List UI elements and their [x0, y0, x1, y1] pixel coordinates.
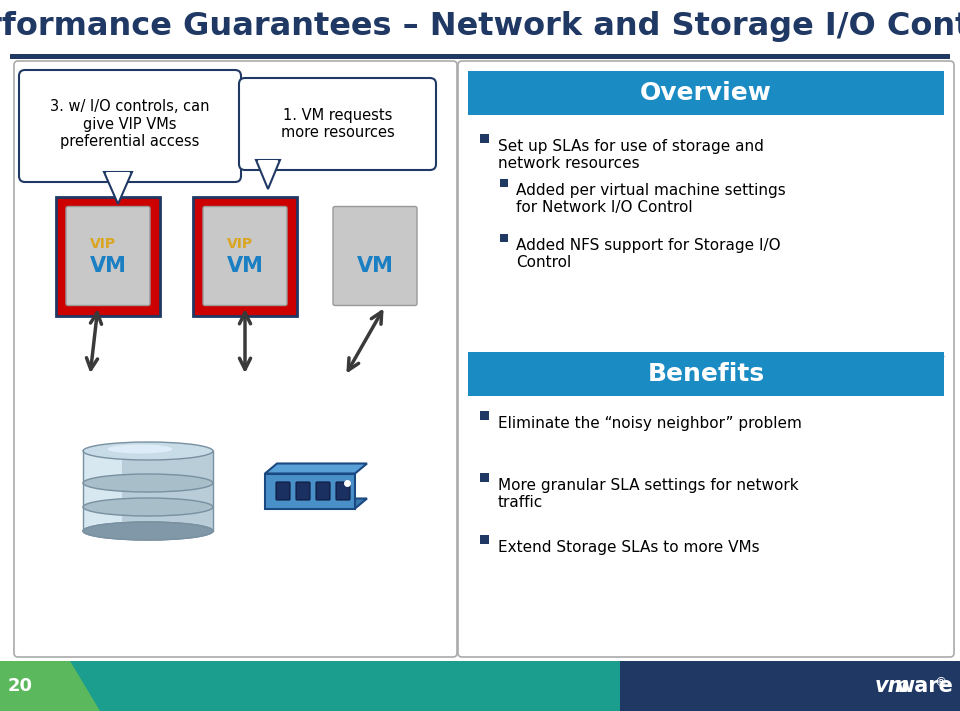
- FancyBboxPatch shape: [500, 234, 508, 242]
- Text: Benefits: Benefits: [647, 362, 764, 386]
- FancyBboxPatch shape: [14, 61, 457, 657]
- Text: ware: ware: [895, 676, 953, 696]
- Ellipse shape: [108, 444, 173, 454]
- Polygon shape: [265, 498, 367, 508]
- Text: ®: ®: [934, 676, 947, 690]
- Text: Added NFS support for Storage I/O
Control: Added NFS support for Storage I/O Contro…: [516, 238, 780, 270]
- Polygon shape: [256, 160, 280, 189]
- Polygon shape: [258, 160, 278, 184]
- FancyBboxPatch shape: [480, 134, 489, 143]
- FancyBboxPatch shape: [468, 71, 944, 115]
- FancyBboxPatch shape: [480, 473, 489, 482]
- Text: Extend Storage SLAs to more VMs: Extend Storage SLAs to more VMs: [498, 540, 759, 555]
- Polygon shape: [104, 172, 132, 204]
- FancyBboxPatch shape: [0, 661, 960, 711]
- FancyBboxPatch shape: [56, 196, 160, 316]
- Ellipse shape: [83, 522, 213, 540]
- FancyBboxPatch shape: [333, 206, 417, 306]
- Text: VIP: VIP: [90, 237, 116, 251]
- Text: Eliminate the “noisy neighbor” problem: Eliminate the “noisy neighbor” problem: [498, 416, 802, 431]
- FancyBboxPatch shape: [480, 535, 489, 544]
- Ellipse shape: [83, 498, 213, 516]
- Text: 1. VM requests
more resources: 1. VM requests more resources: [280, 108, 395, 140]
- Text: Set up SLAs for use of storage and
network resources: Set up SLAs for use of storage and netwo…: [498, 139, 764, 171]
- Polygon shape: [106, 172, 130, 200]
- Text: Added per virtual machine settings
for Network I/O Control: Added per virtual machine settings for N…: [516, 183, 785, 215]
- Text: VM: VM: [89, 256, 127, 276]
- FancyBboxPatch shape: [193, 196, 297, 316]
- FancyBboxPatch shape: [239, 78, 436, 170]
- FancyBboxPatch shape: [83, 451, 213, 531]
- FancyBboxPatch shape: [66, 206, 150, 306]
- FancyBboxPatch shape: [620, 661, 960, 711]
- Text: VM: VM: [356, 256, 394, 276]
- Polygon shape: [265, 464, 367, 474]
- FancyBboxPatch shape: [276, 482, 290, 500]
- FancyBboxPatch shape: [468, 352, 944, 396]
- Text: 20: 20: [8, 677, 33, 695]
- Text: Performance Guarantees – Network and Storage I/O Control: Performance Guarantees – Network and Sto…: [0, 11, 960, 41]
- Text: VM: VM: [227, 256, 263, 276]
- FancyBboxPatch shape: [83, 451, 122, 531]
- Text: 3. w/ I/O controls, can
give VIP VMs
preferential access: 3. w/ I/O controls, can give VIP VMs pre…: [50, 99, 209, 149]
- FancyBboxPatch shape: [480, 411, 489, 420]
- Polygon shape: [265, 474, 355, 508]
- Text: More granular SLA settings for network
traffic: More granular SLA settings for network t…: [498, 478, 799, 510]
- FancyBboxPatch shape: [336, 482, 350, 500]
- Text: Overview: Overview: [640, 81, 772, 105]
- Ellipse shape: [83, 474, 213, 492]
- FancyBboxPatch shape: [203, 206, 287, 306]
- FancyBboxPatch shape: [458, 61, 954, 657]
- Polygon shape: [0, 661, 100, 711]
- FancyBboxPatch shape: [500, 179, 508, 187]
- FancyBboxPatch shape: [296, 482, 310, 500]
- FancyBboxPatch shape: [316, 482, 330, 500]
- Text: VIP: VIP: [227, 237, 253, 251]
- Text: vm: vm: [875, 676, 910, 696]
- Ellipse shape: [83, 442, 213, 460]
- FancyBboxPatch shape: [19, 70, 241, 182]
- Ellipse shape: [83, 522, 213, 540]
- FancyBboxPatch shape: [10, 54, 950, 59]
